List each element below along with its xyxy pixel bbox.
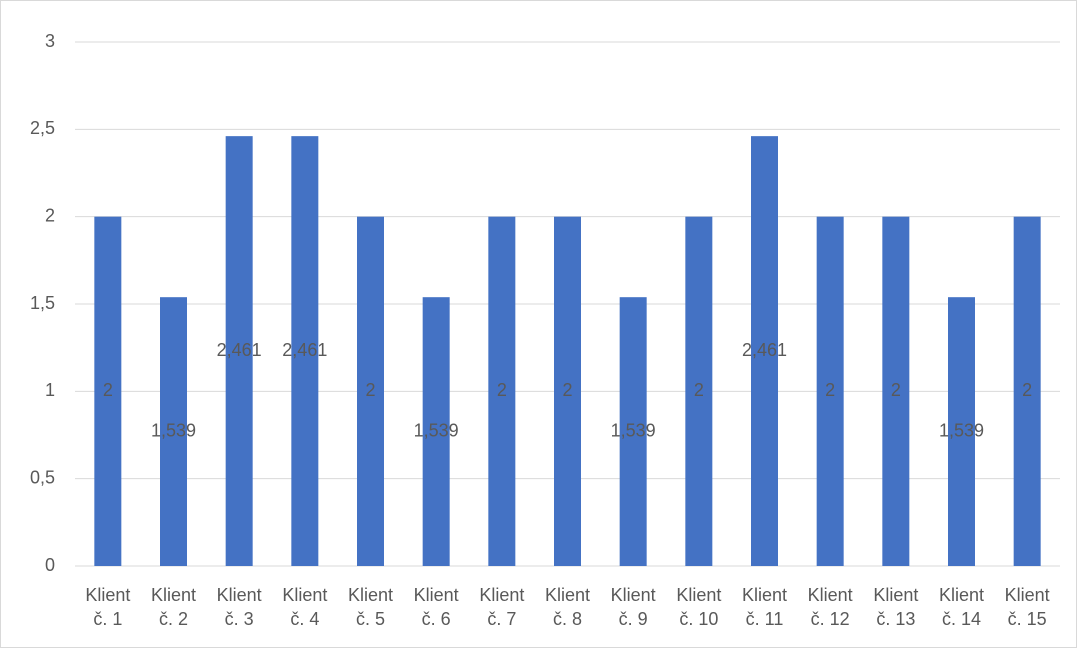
x-tick-label: Klient č. 5 [347,585,394,629]
data-label: 2,461 [282,340,327,360]
bar [619,297,647,566]
y-tick-label: 1 [45,380,55,400]
bar [751,136,778,567]
bar [94,216,122,566]
y-tick-label: 2,5 [30,118,55,138]
y-tick-label: 2 [45,205,55,225]
bar [225,136,253,567]
bar [816,216,844,566]
bar [291,136,319,567]
y-tick-label: 0 [45,555,55,575]
data-label: 2 [562,380,572,400]
x-tick-label: Klient č. 3 [216,585,262,629]
x-tick-label: Klient č. 4 [282,585,328,629]
x-tick-label: Klient č. 6 [413,585,459,629]
bar [554,216,581,566]
bar [160,297,187,566]
data-label: 2,461 [217,340,262,360]
data-label: 1,539 [414,420,459,440]
data-label: 2 [694,380,704,400]
x-tick-label: Klient č. 13 [873,585,919,629]
y-tick-label: 3 [45,31,55,51]
y-tick-label: 0,5 [30,467,55,487]
x-tick-label: Klient č. 1 [85,585,131,629]
data-label: 2 [825,380,835,400]
x-tick-label: Klient č. 8 [544,585,591,629]
bar [357,216,384,566]
bar [422,297,450,566]
data-label: 1,539 [939,420,984,440]
bar [685,216,713,566]
data-label: 1,539 [611,420,656,440]
x-tick-label: Klient č. 9 [610,585,656,629]
x-tick-label: Klient č. 7 [479,585,525,629]
data-label: 2 [365,380,375,400]
x-tick-label: Klient č. 14 [938,585,985,629]
x-tick-label: Klient č. 12 [807,585,853,629]
x-tick-label: Klient č. 11 [741,585,788,629]
data-label: 2 [103,380,113,400]
data-label: 2 [1022,380,1032,400]
bar [488,216,516,566]
x-tick-label: Klient č. 2 [150,585,197,629]
bar [948,297,975,566]
data-label: 1,539 [151,420,196,440]
x-tick-label: Klient č. 10 [676,585,722,629]
data-label: 2 [497,380,507,400]
x-tick-label: Klient č. 15 [1004,585,1050,629]
data-label: 2 [891,380,901,400]
bar [882,216,910,566]
y-tick-label: 1,5 [30,293,55,313]
data-label: 2,461 [742,340,787,360]
bar [1013,216,1041,566]
